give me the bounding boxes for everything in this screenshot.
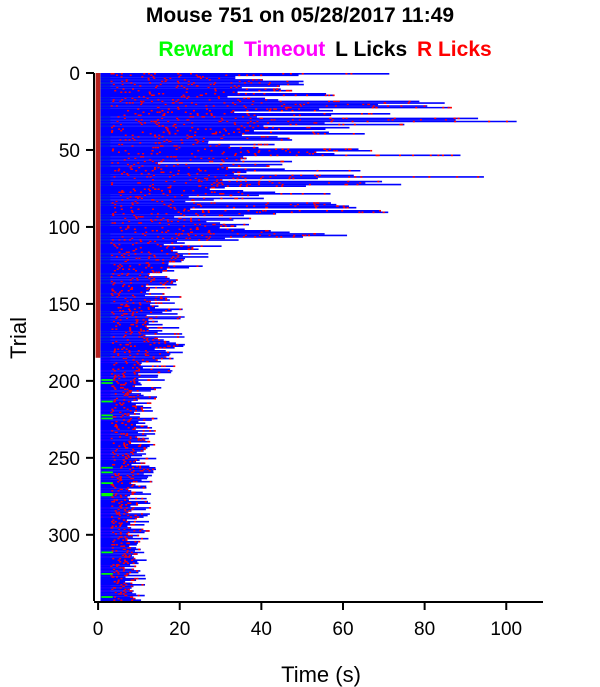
x-tick-label: 40	[251, 619, 272, 640]
y-axis-label: Trial	[6, 317, 31, 359]
x-tick-label: 100	[490, 619, 522, 640]
y-tick-label: 200	[48, 372, 80, 393]
y-tick-label: 100	[48, 218, 80, 239]
early-lick-band	[95, 73, 101, 358]
legend-timeout: Timeout	[244, 38, 326, 61]
legend-reward: Reward	[158, 38, 235, 61]
legend: Reward Timeout L Licks R Licks	[0, 38, 600, 62]
x-tick-label: 80	[414, 619, 435, 640]
axes: 0 20 40 60 80 100 0 50 100 150 200 250 300	[48, 64, 543, 640]
y-tick-label: 250	[48, 449, 80, 470]
chart-title: Mouse 751 on 05/28/2017 11:49	[145, 4, 455, 27]
x-tick-label: 60	[332, 619, 353, 640]
legend-r-licks: R Licks	[416, 38, 492, 61]
legend-l-licks: L Licks	[335, 38, 408, 61]
plot-area	[95, 72, 517, 602]
x-tick-label: 20	[169, 619, 190, 640]
y-tick-label: 300	[48, 526, 80, 547]
y-tick-label: 150	[48, 295, 80, 316]
x-axis-label: Time (s)	[281, 662, 361, 687]
y-tick-label: 50	[59, 141, 80, 162]
y-tick-label: 0	[69, 64, 80, 85]
x-tick-label: 0	[93, 619, 104, 640]
